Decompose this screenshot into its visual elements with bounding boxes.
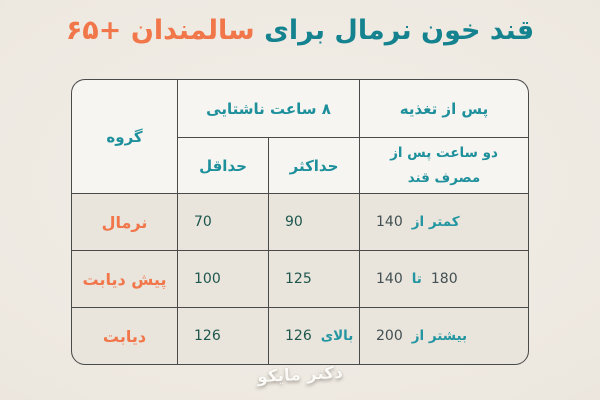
min-value-cell: 100 [178,251,268,307]
blood-sugar-table: گروه ۸ ساعت ناشتایی پس از تغذیه حداقل حد… [71,79,529,365]
after-meal-value-2: 180 [430,271,458,287]
max-qualifier: بالای [320,328,354,344]
header-cell-after-meal-sub: دو ساعت پس از مصرف قند [360,138,528,193]
group-label-normal: نرمال [72,194,177,250]
after-meal-value: 140 [376,214,403,230]
max-value: 125 [285,271,312,287]
title-highlight-part: سالمندان +۶۵ [65,15,255,46]
after-meal-qualifier: بیشتر از [411,328,468,344]
header-cell-after-meal: پس از تغذیه [360,80,528,137]
max-value-cell: 125 [269,251,359,307]
max-value: 126 [285,328,312,344]
after-meal-value: 200 [376,328,403,344]
min-value-cell: 126 [178,308,268,364]
min-value-cell: 70 [178,194,268,250]
header-cell-fasting: ۸ ساعت ناشتایی [178,80,359,137]
min-value: 100 [194,271,221,287]
after-meal-value: 140 [376,271,403,287]
max-value-cell: 126 بالای [269,308,359,364]
after-meal-qualifier: تا [411,271,422,287]
page-title: قند خون نرمال برای سالمندان +۶۵ [0,15,600,46]
min-value: 70 [194,214,212,230]
title-main-part: قند خون نرمال برای [264,15,535,46]
max-value-cell: 90 [269,194,359,250]
watermark-logo: دکتر مایکو [256,362,344,388]
after-meal-value-cell: 140 کمتر از [360,194,528,250]
min-value: 126 [194,328,221,344]
max-value: 90 [285,214,303,230]
after-meal-value-cell: 140 تا 180 [360,251,528,307]
after-meal-value-cell: 200 بیشتر از [360,308,528,364]
header-cell-group: گروه [72,80,177,193]
group-label-prediabetes: پیش دیابت [72,251,177,307]
header-cell-max: حداکثر [269,138,359,193]
after-meal-qualifier: کمتر از [411,214,460,230]
group-label-diabetes: دیابت [72,308,177,364]
header-cell-min: حداقل [178,138,268,193]
